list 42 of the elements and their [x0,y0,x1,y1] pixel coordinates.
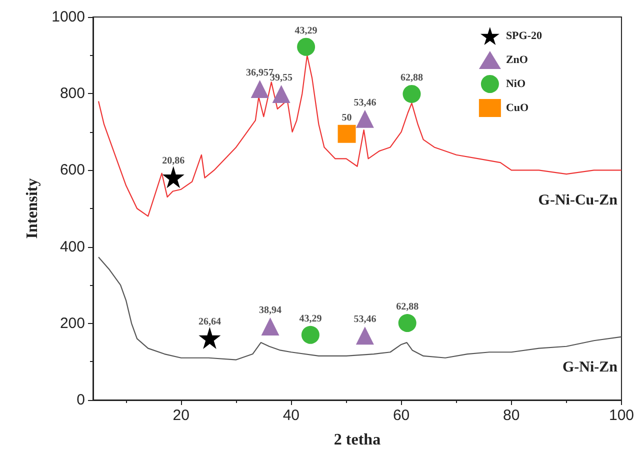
line-series [98,256,622,360]
y-axis-title: Intensity [24,178,42,239]
point [356,110,374,128]
legend-label: NiO [506,78,526,90]
annotation: 43,29 [294,25,318,36]
point [301,326,320,344]
legend-label: SPG-20 [506,30,542,42]
y-tick-label: 800 [60,85,85,102]
series-label: G-Ni-Cu-Zn [538,192,618,209]
annotation: 53,46 [354,314,376,326]
y-tick-label: 1000 [52,8,85,26]
annotation: 62,88 [400,72,423,84]
point [356,326,374,345]
point [250,80,269,98]
annotation: 43,29 [299,313,322,324]
point [402,84,421,103]
point [297,38,316,56]
series-label: G-Ni-Zn [562,359,618,376]
x-tick-label: 60 [392,407,410,424]
annotation: 53,46 [354,97,376,108]
y-tick-label: 200 [60,314,85,332]
legend-label: CuO [506,102,530,114]
point [398,314,416,332]
point [162,166,184,188]
annotation: 26,64 [198,316,221,328]
y-tick-label: 600 [60,162,85,179]
point [261,317,280,336]
legend-label: ZnO [506,54,528,66]
annotation: 38,94 [259,304,282,316]
annotation: 20,86 [162,156,185,167]
x-tick-label: 80 [503,407,520,424]
y-tick-label: 400 [60,238,85,256]
x-axis-title: 2 tetha [334,432,381,448]
y-tick-label: 0 [76,392,85,408]
point [272,84,290,103]
annotation: 50 [342,112,352,124]
point [198,326,221,349]
x-tick-label: 100 [608,407,634,424]
annotation: 62,88 [396,302,419,313]
point [338,124,356,143]
x-tick-label: 40 [282,407,300,424]
x-tick-label: 20 [172,407,190,424]
